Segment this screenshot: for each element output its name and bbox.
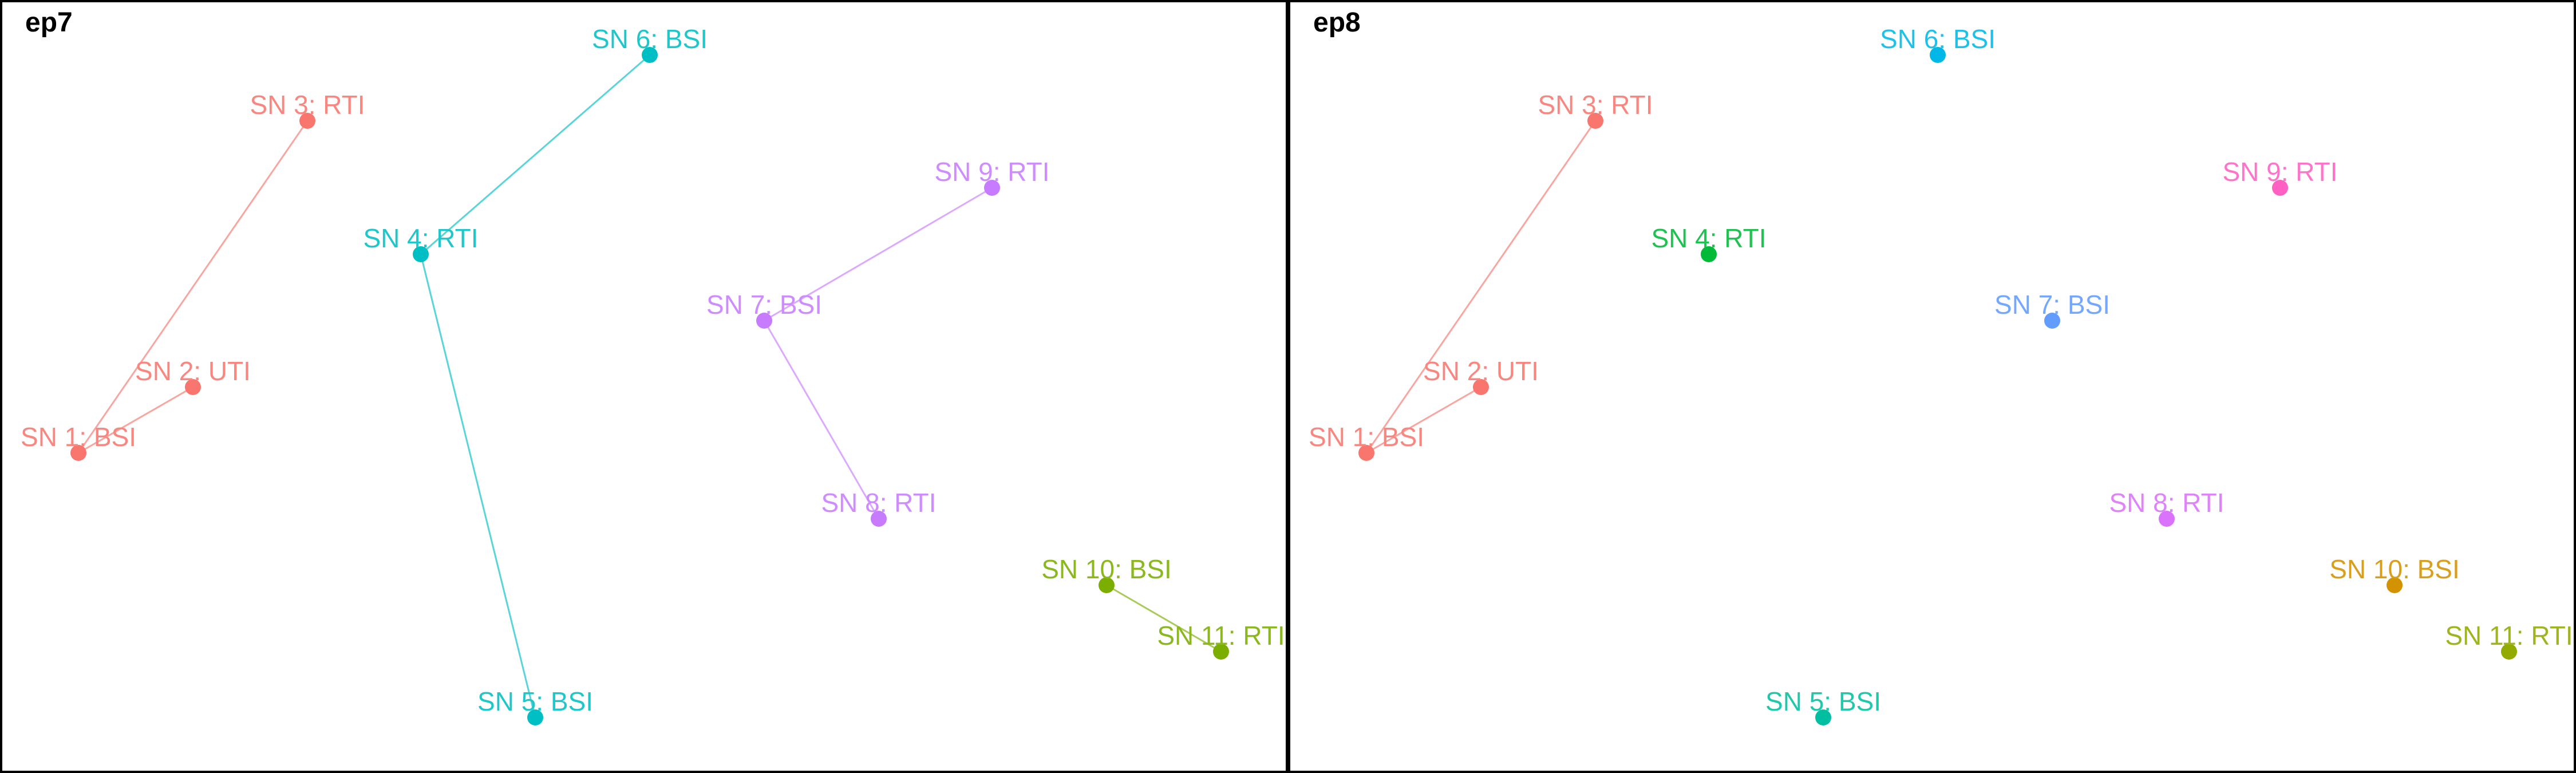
node-label-sn1: SN 1: BSI	[1309, 422, 1424, 452]
node-point-sn8	[871, 511, 887, 527]
node-point-sn7	[2044, 313, 2060, 329]
edge-sn7-sn8	[763, 320, 880, 519]
node-label-sn10: SN 10: BSI	[2329, 554, 2460, 584]
node-label-sn7: SN 7: BSI	[706, 290, 822, 320]
node-point-sn8	[2159, 511, 2175, 527]
node-label-sn4: SN 4: RTI	[363, 223, 478, 253]
node-point-sn4	[1701, 246, 1717, 262]
network-graph: SN 1: BSI SN 2: UTI SN 3: RTI SN 4: RTI SN 5…	[21, 24, 1285, 725]
edge-sn1-sn3	[77, 120, 309, 453]
node-point-sn1	[1358, 445, 1374, 461]
network-panel-ep8: ep8 SN 1: BSI SN 2: UTI SN 3: RTI SN 4: RTI…	[1288, 0, 2576, 773]
node-label-sn5: SN 5: BSI	[1765, 687, 1881, 716]
node-point-sn7	[756, 313, 772, 329]
node-label-sn9: SN 9: RTI	[934, 157, 1049, 187]
edge-sn1-sn2	[78, 386, 193, 454]
edge-sn4-sn6	[420, 54, 650, 255]
network-panel-ep7: ep7 SN 1: BSI SN 2: UTI SN 3: RTI SN 4: RTI…	[0, 0, 1288, 773]
node-point-sn5	[527, 709, 543, 725]
node-label-sn11: SN 11: RTI	[2445, 621, 2573, 650]
edge-sn1-sn3	[1365, 120, 1597, 453]
node-point-sn5	[1815, 709, 1831, 725]
node-point-sn10	[2387, 577, 2403, 593]
node-label-sn3: SN 3: RTI	[250, 90, 365, 120]
node-label-sn4: SN 4: RTI	[1651, 223, 1766, 253]
edge-sn7-sn9	[764, 187, 993, 322]
node-label-sn3: SN 3: RTI	[1538, 90, 1653, 120]
node-point-sn11	[2501, 644, 2517, 660]
node-label-sn11: SN 11: RTI	[1157, 621, 1285, 650]
node-point-sn1	[70, 445, 86, 461]
node-label-sn2: SN 2: UTI	[135, 356, 251, 386]
node-point-sn3	[299, 113, 315, 129]
node-point-sn6	[1930, 47, 1946, 63]
node-point-sn2	[1473, 379, 1489, 395]
node-label-sn9: SN 9: RTI	[2222, 157, 2337, 187]
edge-sn1-sn2	[1366, 386, 1481, 454]
node-label-sn6: SN 6: BSI	[1880, 24, 1996, 54]
edge-sn4-sn5	[420, 254, 536, 718]
node-point-sn9	[984, 180, 1000, 196]
network-graph: SN 1: BSI SN 2: UTI SN 3: RTI SN 4: RTI SN 5…	[1309, 24, 2573, 725]
node-label-sn8: SN 8: RTI	[2109, 488, 2224, 518]
node-label-sn2: SN 2: UTI	[1423, 356, 1539, 386]
edge-sn10-sn11	[1106, 584, 1222, 653]
node-label-sn10: SN 10: BSI	[1041, 554, 1172, 584]
panel-title: ep8	[1313, 7, 1361, 38]
node-point-sn6	[642, 47, 658, 63]
node-point-sn4	[413, 246, 429, 262]
node-point-sn2	[185, 379, 201, 395]
node-label-sn5: SN 5: BSI	[477, 687, 593, 716]
node-point-sn9	[2272, 180, 2288, 196]
node-point-sn10	[1099, 577, 1115, 593]
node-label-sn7: SN 7: BSI	[1994, 290, 2110, 320]
node-label-sn1: SN 1: BSI	[21, 422, 136, 452]
panel-title: ep7	[25, 7, 73, 38]
node-label-sn8: SN 8: RTI	[821, 488, 936, 518]
node-point-sn3	[1587, 113, 1603, 129]
node-label-sn6: SN 6: BSI	[592, 24, 708, 54]
node-point-sn11	[1213, 644, 1229, 660]
